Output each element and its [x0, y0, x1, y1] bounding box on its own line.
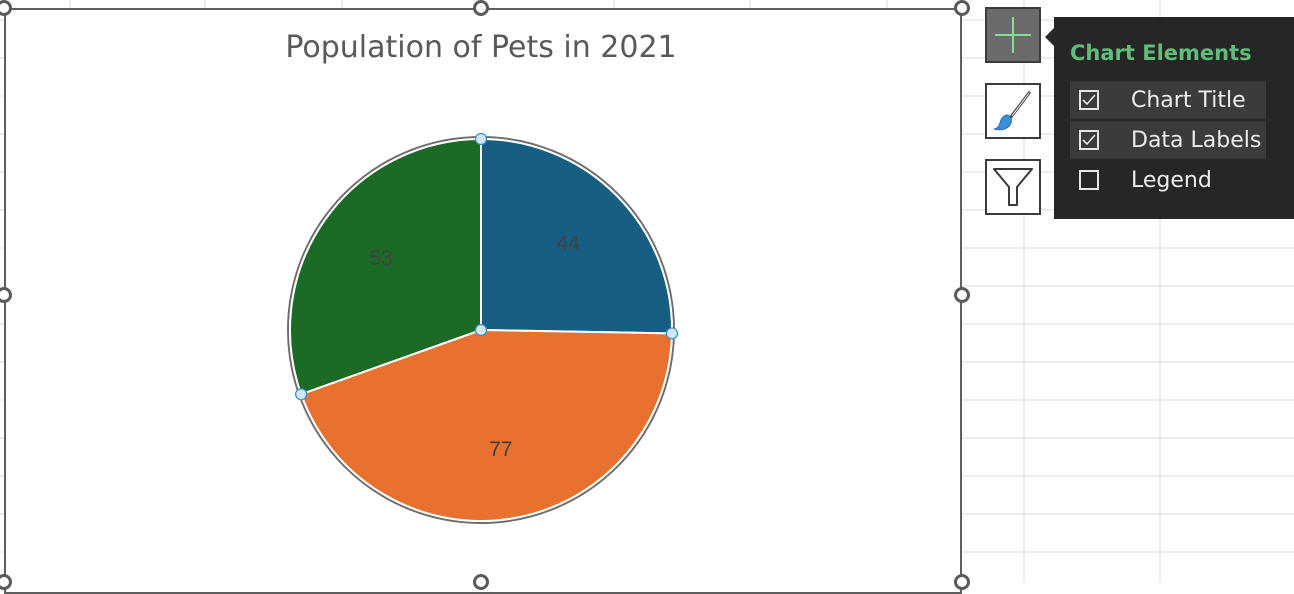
option-label: Data Labels	[1131, 127, 1262, 153]
option-chart-title[interactable]: Chart Title	[1070, 81, 1266, 119]
chart-title-checkbox[interactable]	[1079, 90, 1099, 110]
option-label: Chart Title	[1131, 87, 1246, 113]
resize-handle-bottom-right[interactable]	[954, 574, 970, 590]
option-label: Legend	[1131, 167, 1212, 193]
resize-handle-bottom-center[interactable]	[473, 574, 489, 590]
data-label[interactable]: 77	[489, 438, 512, 461]
resize-handle-top-right[interactable]	[954, 0, 970, 16]
selection-point[interactable]	[474, 323, 488, 337]
resize-handle-top-center[interactable]	[473, 0, 489, 16]
selection-point[interactable]	[474, 132, 488, 146]
paintbrush-icon	[993, 91, 1031, 131]
funnel-icon	[993, 168, 1033, 206]
data-label[interactable]: 44	[557, 232, 581, 255]
legend-checkbox[interactable]	[1079, 170, 1099, 190]
chart-elements-panel: Chart Elements Chart Title Data Labels L…	[1054, 17, 1294, 219]
chart-title[interactable]: Population of Pets in 2021	[285, 30, 677, 65]
chart-filters-button[interactable]	[985, 159, 1041, 215]
resize-handle-top-left[interactable]	[0, 0, 12, 16]
panel-heading: Chart Elements	[1070, 41, 1252, 65]
pie-chart: 44 77 53	[287, 132, 679, 524]
data-label[interactable]: 53	[369, 247, 392, 270]
chart-elements-button[interactable]	[985, 7, 1041, 63]
chart-styles-button[interactable]	[985, 83, 1041, 139]
data-labels-checkbox[interactable]	[1079, 130, 1099, 150]
checkmark-icon	[1082, 134, 1096, 146]
resize-handle-middle-left[interactable]	[0, 287, 12, 303]
popup-pointer	[1045, 27, 1055, 47]
option-data-labels[interactable]: Data Labels	[1070, 121, 1266, 159]
selection-point[interactable]	[665, 327, 679, 340]
resize-handle-middle-right[interactable]	[954, 287, 970, 303]
checkmark-icon	[1082, 94, 1096, 106]
option-legend[interactable]: Legend	[1070, 161, 1266, 199]
pie-slice[interactable]	[299, 328, 673, 522]
selection-point[interactable]	[295, 388, 308, 401]
plus-icon	[995, 17, 1031, 53]
pie-slice[interactable]	[289, 137, 482, 396]
pie-slice[interactable]	[480, 137, 673, 335]
